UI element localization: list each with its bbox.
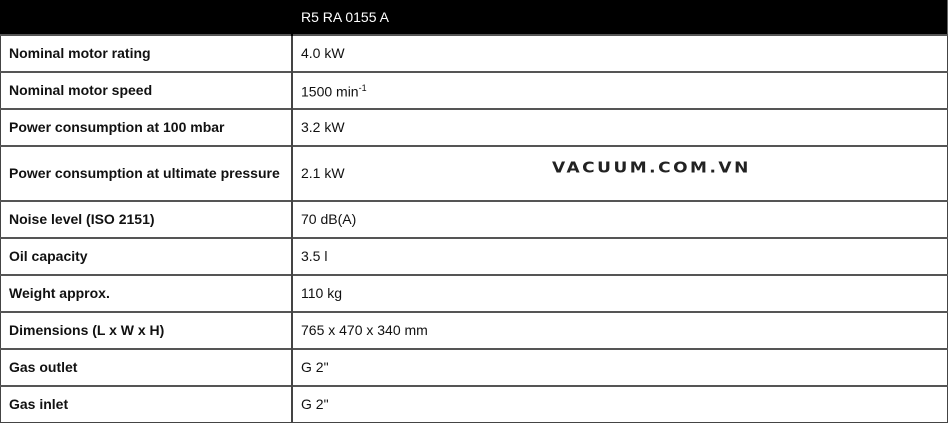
row-label: Noise level (ISO 2151)	[0, 200, 293, 239]
value-text: 1500 min	[301, 83, 359, 100]
header-empty-cell	[0, 0, 293, 36]
row-label: Gas outlet	[0, 348, 293, 387]
row-value: 70 dB(A)	[291, 200, 948, 239]
row-label: Oil capacity	[0, 237, 293, 276]
header-model: R5 RA 0155 A	[291, 0, 948, 36]
row-value: 4.0 kW	[291, 34, 948, 73]
row-label: Power consumption at ultimate pressure	[0, 145, 293, 202]
row-value: 3.5 l	[291, 237, 948, 276]
row-label: Dimensions (L x W x H)	[0, 311, 293, 350]
value-superscript: -1	[358, 83, 367, 94]
row-value: 3.2 kW	[291, 108, 948, 147]
row-value: 110 kg	[291, 274, 948, 313]
row-value: 765 x 470 x 340 mm	[291, 311, 948, 350]
row-label: Nominal motor rating	[0, 34, 293, 73]
row-value: G 2"	[291, 385, 948, 423]
row-label: Gas inlet	[0, 385, 293, 423]
row-value: G 2"	[291, 348, 948, 387]
row-label: Nominal motor speed	[0, 71, 293, 110]
row-label: Weight approx.	[0, 274, 293, 313]
row-value: 1500 min-1	[291, 71, 948, 110]
table-header-row: R5 RA 0155 A	[0, 0, 948, 36]
watermark: VACUUM.COM.VN	[552, 159, 751, 177]
row-value: 2.1 kW	[291, 145, 948, 202]
row-label: Power consumption at 100 mbar	[0, 108, 293, 147]
